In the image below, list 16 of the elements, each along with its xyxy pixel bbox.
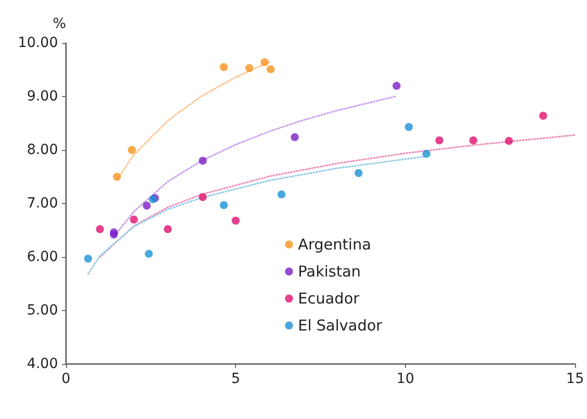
y-tick-label: 7.00: [26, 196, 58, 212]
legend-label: Pakistan: [298, 262, 361, 280]
legend-label: Ecuador: [298, 290, 360, 308]
y-tick-label: 4.00: [26, 356, 58, 372]
y-tick-label: 5.00: [26, 302, 58, 318]
legend-label: Argentina: [298, 236, 372, 254]
x-tick-label: 0: [62, 371, 70, 387]
y-axis-title: %: [52, 16, 66, 32]
y-tick-label: 10.00: [18, 35, 58, 51]
x-tick-label: 5: [231, 371, 240, 387]
x-tick-label: 10: [396, 371, 414, 387]
legend-label: El Salvador: [298, 316, 384, 334]
x-tick-label: 15: [566, 371, 584, 387]
y-tick-label: 8.00: [26, 142, 58, 158]
y-tick-label: 9.00: [26, 88, 58, 104]
y-tick-label: 6.00: [26, 249, 58, 265]
